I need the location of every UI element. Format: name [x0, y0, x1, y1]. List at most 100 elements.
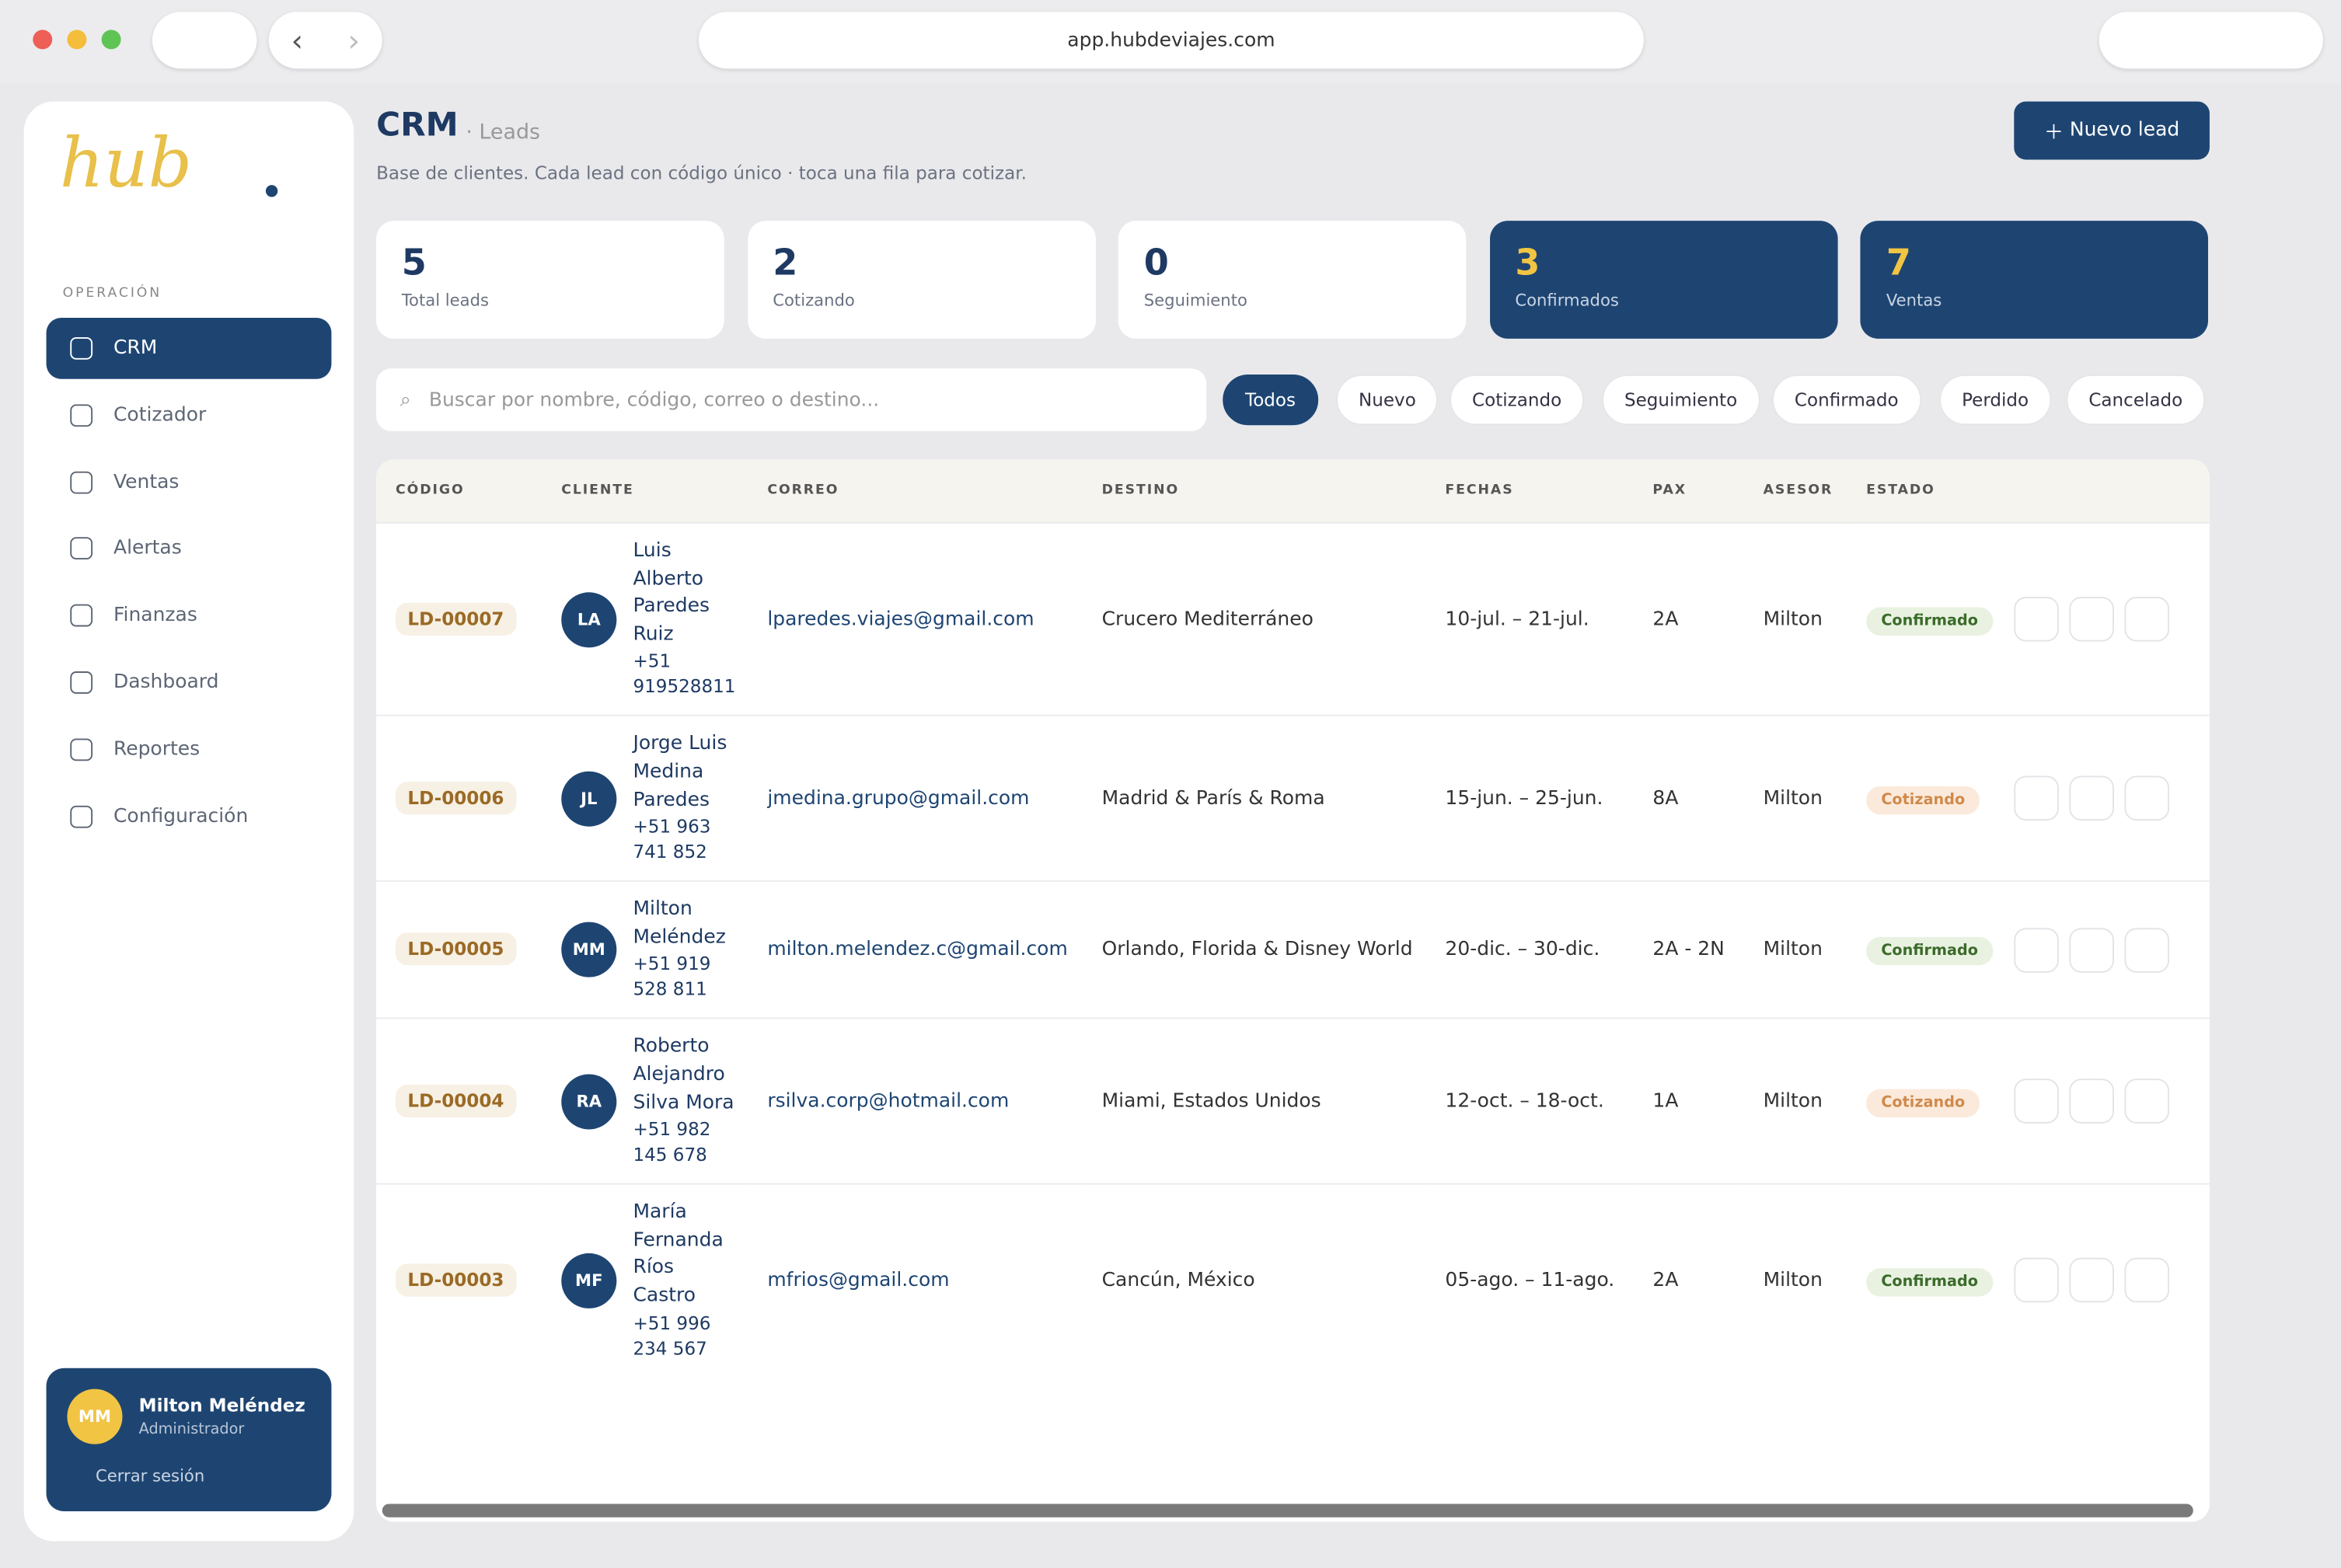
filter-chip[interactable]: Cotizando	[1450, 374, 1585, 426]
nav-item[interactable]: Finanzas	[47, 585, 332, 646]
cell: jmedina.grupo@gmail.com	[748, 715, 1083, 882]
client-avatar: LA	[561, 591, 617, 647]
pax: 8A	[1652, 787, 1679, 810]
copy-button[interactable]	[2014, 1078, 2059, 1124]
cell: 2A	[1633, 1183, 1744, 1377]
lead-row[interactable]: LD-00004 RA Roberto Alejandro Silva Mora +5…	[376, 1018, 2210, 1184]
history-button[interactable]	[2069, 927, 2114, 973]
filter-chip[interactable]: Nuevo	[1336, 374, 1439, 426]
new-lead-button[interactable]: ＋ Nuevo lead	[2014, 101, 2210, 160]
delete-button[interactable]	[2124, 597, 2170, 643]
history-button[interactable]	[2069, 1078, 2114, 1124]
column-header: CORREO	[748, 459, 1083, 523]
lead-code: LD-00007	[396, 602, 516, 636]
lead-code: LD-00005	[396, 932, 516, 966]
cell: 10-jul. – 21-jul.	[1425, 522, 1634, 716]
nav-item[interactable]: Dashboard	[47, 652, 332, 713]
column-header: CLIENTE	[542, 459, 748, 523]
destination: Crucero Mediterráneo	[1101, 608, 1314, 631]
logout[interactable]: Cerrar sesión	[95, 1466, 205, 1486]
cell: 20-dic. – 30-dic.	[1425, 880, 1634, 1019]
email: lparedes.viajes@gmail.com	[767, 608, 1034, 631]
destination: Miami, Estados Unidos	[1101, 1090, 1321, 1113]
client: RA Roberto Alejandro Silva Mora +51 982 14…	[561, 1034, 748, 1168]
client-avatar: RA	[561, 1073, 617, 1130]
pax: 1A	[1652, 1090, 1679, 1113]
column-header: CÓDIGO	[376, 459, 543, 523]
dates: 10-jul. – 21-jul.	[1445, 608, 1589, 631]
lead-row[interactable]: LD-00003 MF María Fernanda Ríos Castro +51 …	[376, 1183, 2210, 1377]
sidebar-toggle[interactable]	[152, 12, 257, 69]
cell: Crucero Mediterráneo	[1082, 522, 1426, 716]
destination: Orlando, Florida & Disney World	[1101, 939, 1413, 962]
leads-table: CÓDIGO CLIENTE CORREO DESTINO FECHAS PAX ASESO…	[376, 459, 2210, 1377]
destination: Cancún, México	[1101, 1269, 1255, 1292]
nav-item[interactable]: Alertas	[47, 518, 332, 580]
cell: Miami, Estados Unidos	[1082, 1018, 1426, 1184]
logo: hub	[59, 122, 193, 204]
stat-card: 7 Ventas	[1861, 221, 2209, 339]
filter-chip[interactable]: Todos	[1223, 374, 1318, 426]
copy-button[interactable]	[2014, 1258, 2059, 1303]
minimize[interactable]	[67, 30, 87, 50]
email: rsilva.corp@hotmail.com	[767, 1090, 1010, 1113]
delete-button[interactable]	[2124, 927, 2170, 973]
nav-item[interactable]: Configuración	[47, 786, 332, 847]
filter-chip[interactable]: Cancelado	[2066, 374, 2206, 426]
copy-button[interactable]	[2014, 775, 2059, 821]
delete-button[interactable]	[2124, 1258, 2170, 1303]
email: jmedina.grupo@gmail.com	[767, 787, 1030, 810]
lead-row[interactable]: LD-00007 LA Luis Alberto Paredes Ruiz +51 9…	[376, 522, 2210, 716]
advisor: Milton	[1763, 787, 1823, 810]
close[interactable]	[33, 30, 53, 50]
client-name: Milton Meléndez	[633, 898, 726, 949]
filter-chip[interactable]: Perdido	[1939, 374, 2051, 426]
filter-chip[interactable]: Seguimiento	[1602, 374, 1760, 426]
cell: Madrid & París & Roma	[1082, 715, 1426, 882]
copy-button[interactable]	[2014, 927, 2059, 973]
nav-item[interactable]: CRM	[46, 317, 332, 379]
nav-item[interactable]: Cotizador	[47, 385, 332, 446]
client: LA Luis Alberto Paredes Ruiz +51 919528811	[561, 538, 748, 700]
nav-item[interactable]: Ventas	[47, 451, 332, 513]
copy-button[interactable]	[2014, 597, 2059, 643]
stat-value: 2	[773, 242, 798, 284]
cell: LD-00006	[376, 715, 543, 882]
maximize[interactable]	[101, 30, 121, 50]
dates: 15-jun. – 25-jun.	[1445, 787, 1603, 810]
lead-row[interactable]: LD-00005 MM Milton Meléndez +51 919 528 811…	[376, 880, 2210, 1019]
history-button[interactable]	[2069, 775, 2114, 821]
cell: 05-ago. – 11-ago.	[1425, 1183, 1634, 1377]
nav-item[interactable]: Reportes	[47, 719, 332, 780]
client-avatar: MM	[561, 922, 617, 978]
history-button[interactable]	[2069, 597, 2114, 643]
address-bar[interactable]: app.hubdeviajes.com	[698, 12, 1644, 69]
nav-icon	[70, 671, 93, 694]
delete-button[interactable]	[2124, 775, 2170, 821]
user-name: Milton Meléndez	[138, 1395, 305, 1416]
scrollbar[interactable]	[382, 1504, 2193, 1517]
delete-button[interactable]	[2124, 1078, 2170, 1124]
nav-icon	[70, 605, 93, 627]
stat-label: Ventas	[1886, 291, 1942, 311]
lead-code: LD-00004	[396, 1084, 516, 1117]
status-badge: Confirmado	[1866, 1267, 1994, 1297]
browser-actions[interactable]	[2099, 12, 2323, 69]
history-button[interactable]	[2069, 1258, 2114, 1303]
lead-row[interactable]: LD-00006 JL Jorge Luis Medina Paredes +51 9…	[376, 715, 2210, 882]
stat-card: 0 Seguimiento	[1118, 221, 1467, 339]
client-phone: +51 963 741 852	[633, 816, 711, 863]
search-input[interactable]: ⌕ Buscar por nombre, código, correo o des…	[376, 368, 1207, 431]
client-phone: +51 919 528 811	[633, 953, 711, 1001]
stat-value: 0	[1143, 242, 1169, 284]
cell: 12-oct. – 18-oct.	[1425, 1018, 1634, 1184]
filter-chip[interactable]: Confirmado	[1772, 374, 1921, 426]
user-role: Administrador	[138, 1421, 245, 1438]
cell: Cotizando	[1847, 1018, 2015, 1184]
nav-icon	[70, 336, 93, 360]
nav-buttons[interactable]: ‹ ›	[268, 12, 382, 69]
cell: LA Luis Alberto Paredes Ruiz +51 919528811	[542, 522, 748, 716]
pax: 2A	[1652, 608, 1679, 631]
sidebar: hub OPERACIÓN MM Milton Meléndez Adminis…	[23, 101, 354, 1542]
stat-value: 7	[1886, 242, 1911, 284]
